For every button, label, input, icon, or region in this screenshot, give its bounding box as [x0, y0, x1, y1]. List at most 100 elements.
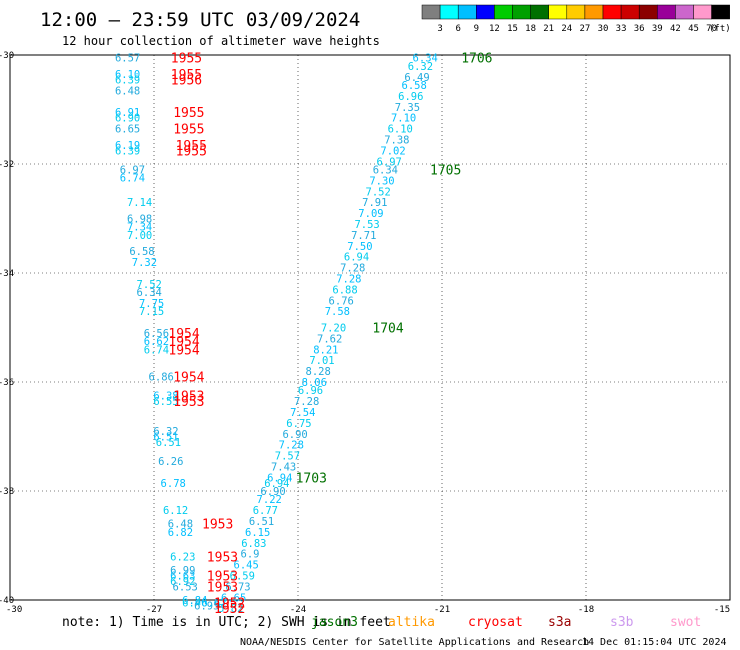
wave-height-point: 6.39 — [115, 145, 140, 157]
legend-tick-label: 70 — [706, 24, 717, 34]
wave-height-point: 8.28 — [306, 366, 331, 378]
wave-height-point: 5.82 — [218, 603, 243, 615]
legend-swatch — [548, 4, 568, 20]
wave-height-point: 6.86 — [149, 372, 174, 384]
wave-height-point: 7.00 — [127, 230, 152, 242]
wave-height-point: 6.51 — [249, 516, 274, 528]
pass-time-label: 1705 — [430, 163, 461, 178]
satellite-legend: jason3 altika cryosat s3a s3b swot — [311, 615, 701, 630]
pass-time-label: 1704 — [372, 322, 403, 337]
legend-swatch — [620, 4, 640, 20]
y-tick-label: -34 — [0, 269, 14, 279]
satellite-name: jason3 — [311, 615, 358, 630]
wave-height-point: 6.26 — [158, 456, 183, 468]
pass-time-labels: 1706170517041703195519551956195519551955… — [168, 52, 492, 617]
x-tick-label: -18 — [578, 605, 594, 615]
legend-swatch — [476, 4, 495, 20]
wave-height-point: 7.14 — [127, 197, 152, 209]
x-corner-tick-label: -30 — [6, 605, 22, 615]
wave-height-point: 7.30 — [369, 175, 394, 187]
wave-height-point: 7.22 — [257, 494, 282, 506]
wave-height-point: 7.38 — [384, 134, 409, 146]
grid-lines — [10, 55, 730, 600]
legend-swatch — [584, 4, 604, 20]
pass-time-label: 1955 — [173, 106, 204, 121]
legend-swatch — [675, 4, 694, 20]
satellite-name: s3b — [610, 615, 634, 630]
wave-height-point: 6.83 — [241, 538, 266, 550]
wave-height-point: 8.21 — [313, 344, 338, 356]
legend-swatch — [512, 4, 531, 20]
legend-swatch — [530, 4, 549, 20]
legend-swatch — [421, 4, 441, 20]
wave-height-point: 6.65 — [221, 592, 246, 604]
wave-height-point: 6.65 — [115, 124, 140, 136]
pass-time-label: 1703 — [296, 471, 327, 486]
pass-time-label: 1956 — [171, 74, 202, 89]
wave-height-point: 6.88 — [332, 284, 357, 296]
wave-height-point: 6.53 — [173, 581, 198, 593]
wave-height-point: 6.38 — [153, 391, 178, 403]
wave-height-point: 7.43 — [271, 461, 296, 473]
wave-height-point: 6.23 — [170, 551, 195, 563]
wave-height-point: 6.94 — [267, 472, 292, 484]
wave-height-point: 7.09 — [358, 208, 383, 220]
wave-height-point: 7.57 — [275, 451, 300, 463]
wave-height-point: 6.48 — [115, 85, 140, 97]
legend-tick-label: 21 — [543, 24, 554, 34]
wave-height-point: 6.94 — [344, 252, 369, 264]
wave-height-point: 6.51 — [156, 437, 181, 449]
legend-tick-label: 33 — [616, 24, 627, 34]
wave-height-point: 6.49 — [404, 72, 429, 84]
pass-time-label: 1953 — [173, 390, 204, 405]
pass-time-label: 1953 — [207, 580, 238, 595]
chart-title: 12:00 — 23:59 UTC 03/09/2024 — [40, 9, 360, 31]
wave-height-point: 6.19 — [115, 140, 140, 152]
x-tick-label: -21 — [434, 605, 450, 615]
pass-time-label: 1706 — [461, 52, 492, 67]
wave-height-point: 6.63 — [170, 570, 195, 582]
y-tick-label: -36 — [0, 378, 14, 388]
legend-unit: (ft) — [709, 24, 731, 34]
legend-tick-label: 6 — [455, 24, 460, 34]
legend-swatch — [457, 4, 477, 20]
wave-height-point: 6.10 — [388, 124, 413, 136]
wave-height-point: 6.96 — [398, 91, 423, 103]
wave-height-point: 6.58 — [402, 80, 427, 92]
footer-credit: NOAA/NESDIS Center for Satellite Applica… — [240, 637, 589, 648]
wave-height-point: 6.92 — [170, 576, 195, 588]
wave-height-point: 6.15 — [245, 527, 270, 539]
wave-height-point: 6.95 — [194, 600, 219, 612]
note-text: note: 1) Time is in UTC; 2) SWH is in fe… — [62, 615, 391, 630]
legend-swatch — [602, 4, 622, 20]
wave-height-point: 6.56 — [144, 328, 169, 340]
wave-height-point: 6.91 — [115, 107, 140, 119]
wave-height-point: 6.97 — [120, 164, 145, 176]
wave-height-point: 7.02 — [380, 145, 405, 157]
wave-height-point: 6.34 — [137, 287, 162, 299]
wave-height-point: 6.51 — [153, 432, 178, 444]
wave-height-point: 7.52 — [366, 186, 391, 198]
legend-tick-label: 39 — [652, 24, 663, 34]
wave-height-point: 7.32 — [132, 257, 157, 269]
legend-tick-label: 27 — [579, 24, 590, 34]
wave-height-point: 7.62 — [317, 333, 342, 345]
wave-height-point: 6.77 — [253, 505, 278, 517]
satellite-name: s3a — [548, 615, 571, 630]
pass-time-label: 1954 — [173, 371, 204, 386]
pass-time-label: 1955 — [176, 139, 207, 154]
wave-height-point: 7.28 — [336, 273, 361, 285]
pass-time-label: 1955 — [171, 68, 202, 83]
pass-time-label: 1954 — [168, 335, 199, 350]
wave-height-point: 6.75 — [286, 418, 311, 430]
wave-height-point: 6.99 — [170, 565, 195, 577]
y-tick-label: -38 — [0, 487, 14, 497]
plot-frame — [9, 54, 731, 601]
wave-height-point: 7.34 — [127, 222, 152, 234]
wave-height-point: 6.12 — [163, 505, 188, 517]
legend-tick-label: 30 — [598, 24, 609, 34]
wave-height-point: 6.34 — [413, 53, 438, 65]
pass-time-label: 1952 — [214, 597, 245, 612]
wave-height-point: 7.28 — [294, 396, 319, 408]
axis-tick-labels: -30-32-34-36-38-40-30-27-24-21-18-15 — [0, 51, 730, 615]
